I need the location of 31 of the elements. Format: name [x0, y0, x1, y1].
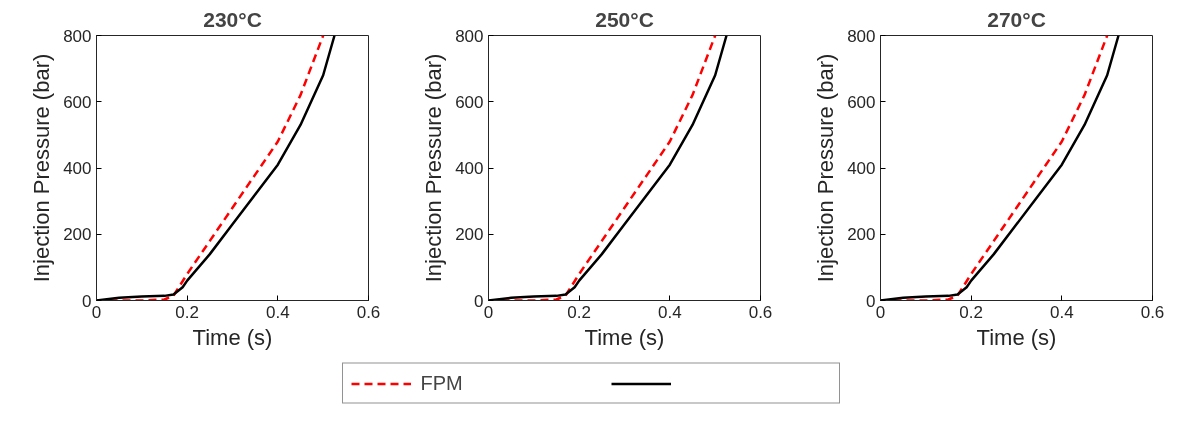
- x-tick-label: 0.2: [175, 302, 199, 322]
- x-axis-title: Time (s): [192, 324, 273, 350]
- y-tick-label: 800: [63, 26, 92, 46]
- y-tick-label: 400: [455, 159, 484, 178]
- chart-title: 230°C: [203, 7, 262, 31]
- y-axis-title: Injection Pressure (bar): [421, 53, 447, 283]
- x-tick-label: 0.6: [1140, 302, 1165, 322]
- y-tick-label: 800: [847, 26, 876, 46]
- y-tick-label: 400: [63, 159, 92, 178]
- x-axis-title: Time (s): [976, 324, 1057, 350]
- x-tick-label: 0.4: [1050, 302, 1074, 322]
- y-tick-label: 200: [63, 225, 92, 245]
- y-tick-label: 800: [455, 26, 484, 46]
- x-tick-label: 0.4: [658, 302, 682, 322]
- y-tick-label: 400: [847, 159, 876, 178]
- x-tick-label: 0.6: [748, 302, 773, 322]
- y-tick-label: 600: [63, 92, 92, 112]
- x-axis-title: Time (s): [584, 324, 665, 350]
- x-tick-label: 0.4: [266, 302, 290, 322]
- y-tick-label: 200: [847, 225, 876, 245]
- x-tick-label: 0.2: [959, 302, 983, 322]
- chart-title: 270°C: [987, 7, 1046, 31]
- chart-title: 250°C: [595, 7, 654, 31]
- y-axis-title: Injection Pressure (bar): [29, 53, 55, 283]
- x-tick-label: 0.6: [356, 302, 381, 322]
- y-axis-title: Injection Pressure (bar): [813, 53, 839, 283]
- legend-label: FPM: [420, 371, 464, 395]
- x-tick-label: 0.2: [567, 302, 591, 322]
- y-tick-label: 600: [847, 92, 876, 112]
- y-tick-label: 600: [455, 92, 484, 112]
- y-tick-label: 200: [455, 225, 484, 245]
